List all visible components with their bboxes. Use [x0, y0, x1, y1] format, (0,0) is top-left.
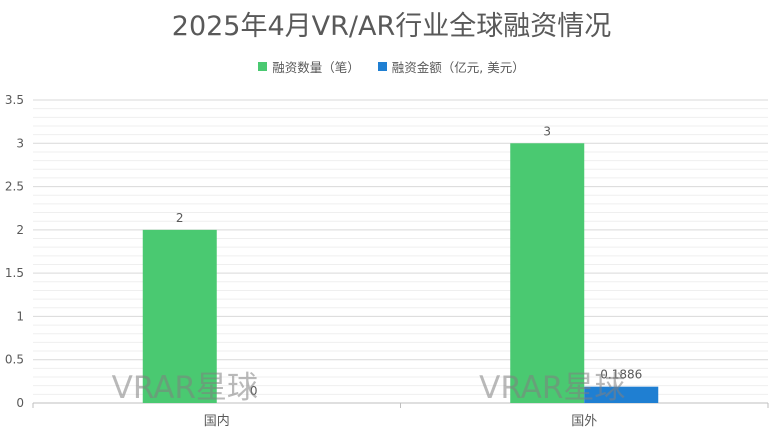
bar: [510, 143, 585, 404]
y-tick-label: 2.5: [5, 180, 24, 194]
y-tick-label: 0: [16, 396, 24, 410]
y-tick-label: 2: [16, 223, 24, 237]
y-tick-label: 3: [16, 136, 24, 150]
chart-legend: 融资数量（笔） 融资金额（亿元, 美元）: [0, 57, 783, 76]
legend-swatch-amount: [377, 62, 387, 71]
legend-label-count: 融资数量（笔）: [272, 60, 360, 75]
y-tick-label: 0.5: [5, 353, 24, 367]
y-tick-label: 1: [16, 309, 24, 323]
data-label: 0.1886: [600, 368, 642, 382]
data-label: 3: [543, 124, 551, 138]
legend-item-count: 融资数量（笔）: [258, 57, 360, 76]
chart-title: 2025年4月VR/AR行业全球融资情况: [171, 11, 612, 42]
x-tick-label: 国外: [571, 414, 597, 429]
x-tick-label: 国内: [204, 413, 230, 429]
y-tick-label: 3.5: [5, 93, 24, 107]
data-label: 2: [176, 211, 184, 225]
legend-item-amount: 融资金额（亿元, 美元）: [377, 57, 525, 76]
legend-label-amount: 融资金额（亿元, 美元）: [391, 60, 525, 75]
legend-swatch-count: [258, 62, 268, 71]
data-label: 0: [250, 384, 258, 398]
y-tick-label: 1.5: [5, 266, 24, 280]
bar: [142, 229, 217, 403]
watermark: VRAR星球: [112, 370, 258, 406]
bar: [584, 386, 659, 403]
watermark: VRAR星球: [479, 370, 625, 406]
